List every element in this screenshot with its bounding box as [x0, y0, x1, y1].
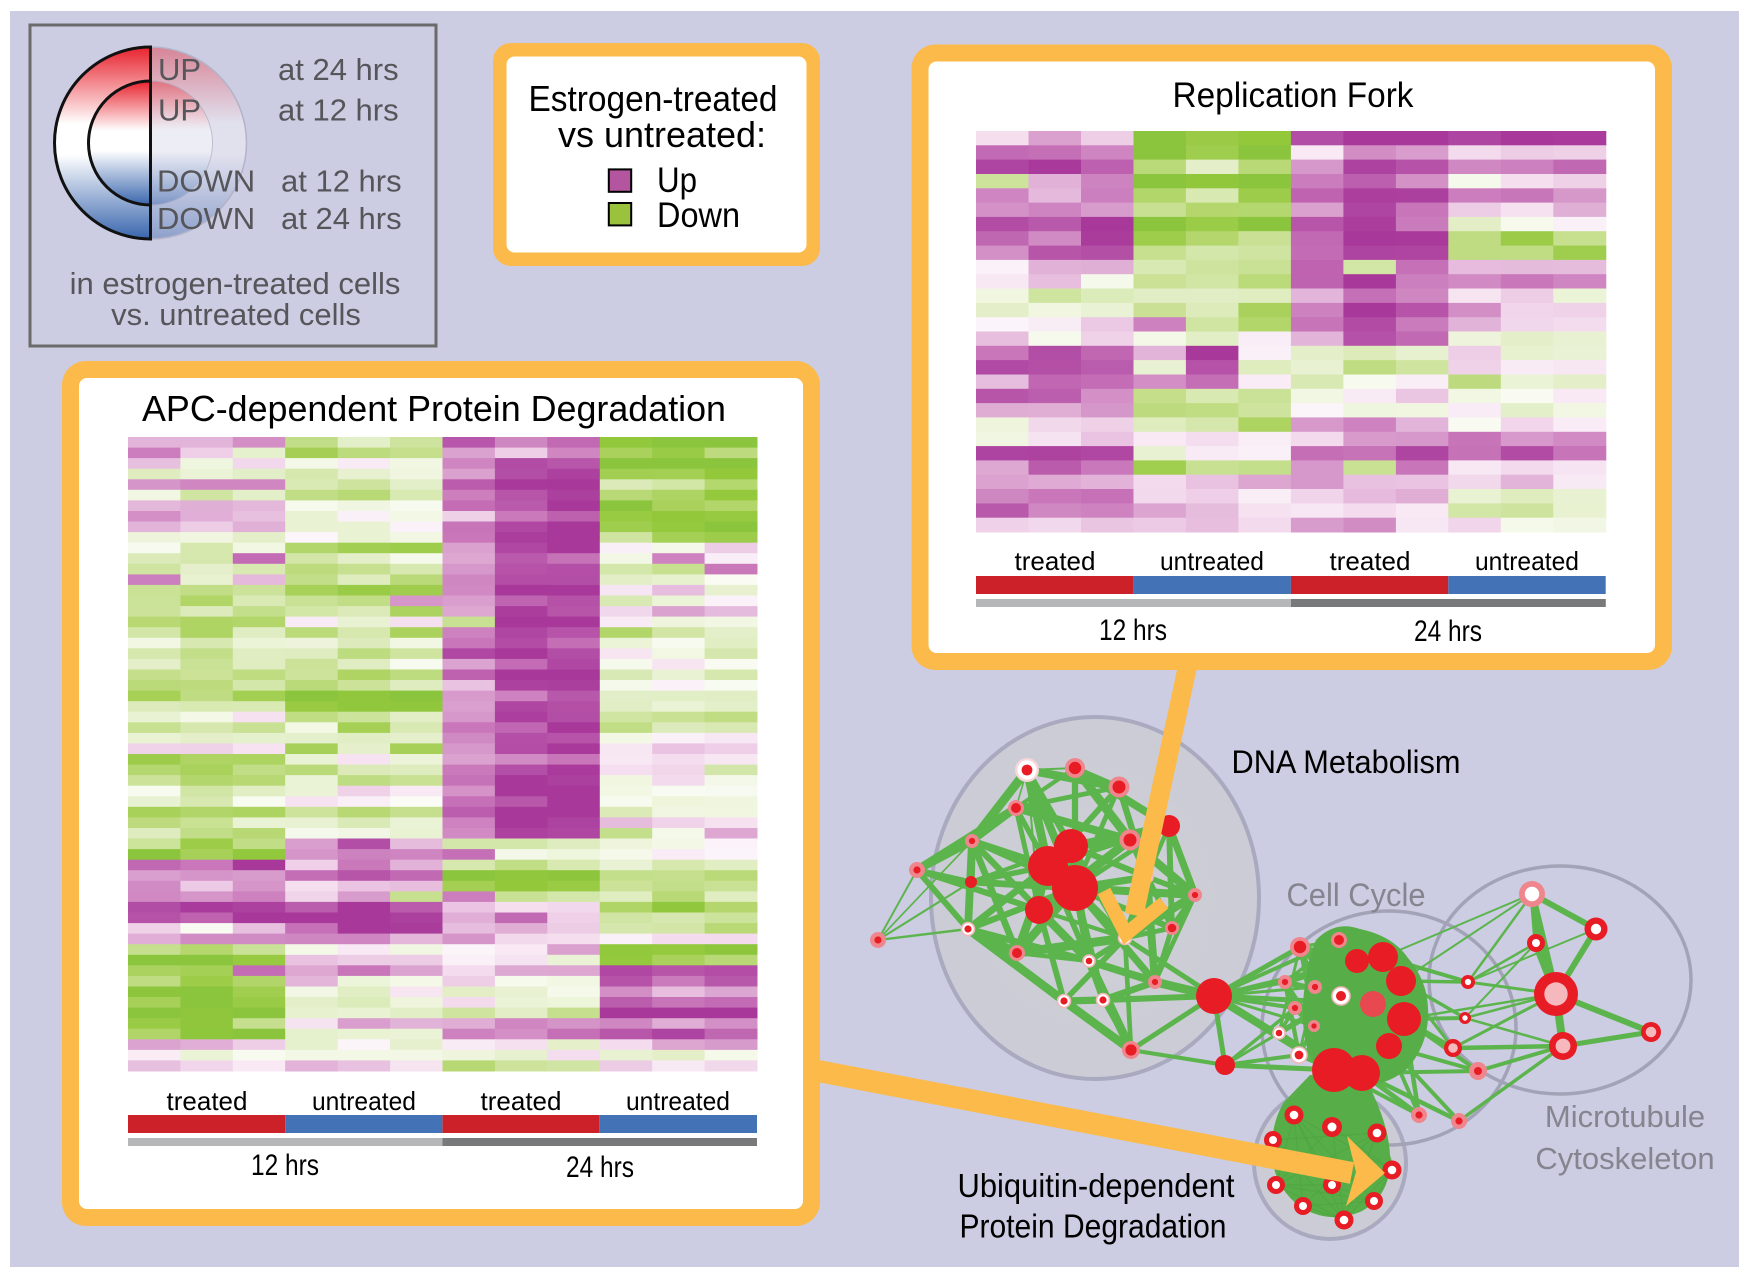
svg-text:DOWN: DOWN — [157, 201, 255, 236]
svg-text:Ubiquitin-dependent: Ubiquitin-dependent — [958, 1167, 1235, 1204]
svg-text:untreated: untreated — [626, 1086, 730, 1116]
svg-text:untreated: untreated — [1160, 546, 1264, 576]
svg-text:at 24 hrs: at 24 hrs — [278, 52, 399, 87]
svg-text:12 hrs: 12 hrs — [251, 1149, 319, 1182]
svg-text:untreated: untreated — [312, 1086, 416, 1116]
svg-text:UP: UP — [158, 52, 201, 87]
svg-text:vs. untreated cells: vs. untreated cells — [111, 297, 361, 332]
svg-text:at 24 hrs: at 24 hrs — [281, 201, 402, 236]
svg-text:Up: Up — [657, 161, 697, 200]
svg-text:treated: treated — [1330, 546, 1411, 576]
svg-text:untreated: untreated — [1475, 546, 1579, 576]
svg-text:24 hrs: 24 hrs — [566, 1151, 634, 1184]
svg-text:vs untreated:: vs untreated: — [558, 114, 766, 155]
svg-text:treated: treated — [167, 1086, 248, 1116]
svg-text:DNA Metabolism: DNA Metabolism — [1232, 744, 1461, 780]
svg-text:Microtubule: Microtubule — [1545, 1099, 1705, 1134]
svg-text:Replication Fork: Replication Fork — [1173, 76, 1414, 115]
svg-text:at 12 hrs: at 12 hrs — [281, 164, 402, 199]
svg-text:Estrogen-treated: Estrogen-treated — [529, 78, 778, 119]
svg-text:DOWN: DOWN — [157, 164, 255, 199]
svg-text:Down: Down — [657, 196, 740, 235]
svg-text:24 hrs: 24 hrs — [1414, 615, 1482, 648]
svg-text:at 12 hrs: at 12 hrs — [278, 93, 399, 128]
svg-text:APC-dependent Protein Degradat: APC-dependent Protein Degradation — [142, 388, 726, 429]
svg-text:Cytoskeleton: Cytoskeleton — [1535, 1141, 1714, 1176]
svg-text:Cell Cycle: Cell Cycle — [1287, 877, 1426, 913]
svg-text:treated: treated — [1015, 546, 1096, 576]
svg-text:UP: UP — [158, 93, 201, 128]
svg-text:12 hrs: 12 hrs — [1099, 614, 1167, 647]
svg-text:treated: treated — [481, 1086, 562, 1116]
svg-text:in estrogen-treated cells: in estrogen-treated cells — [70, 266, 401, 301]
svg-text:Protein Degradation: Protein Degradation — [960, 1208, 1227, 1245]
